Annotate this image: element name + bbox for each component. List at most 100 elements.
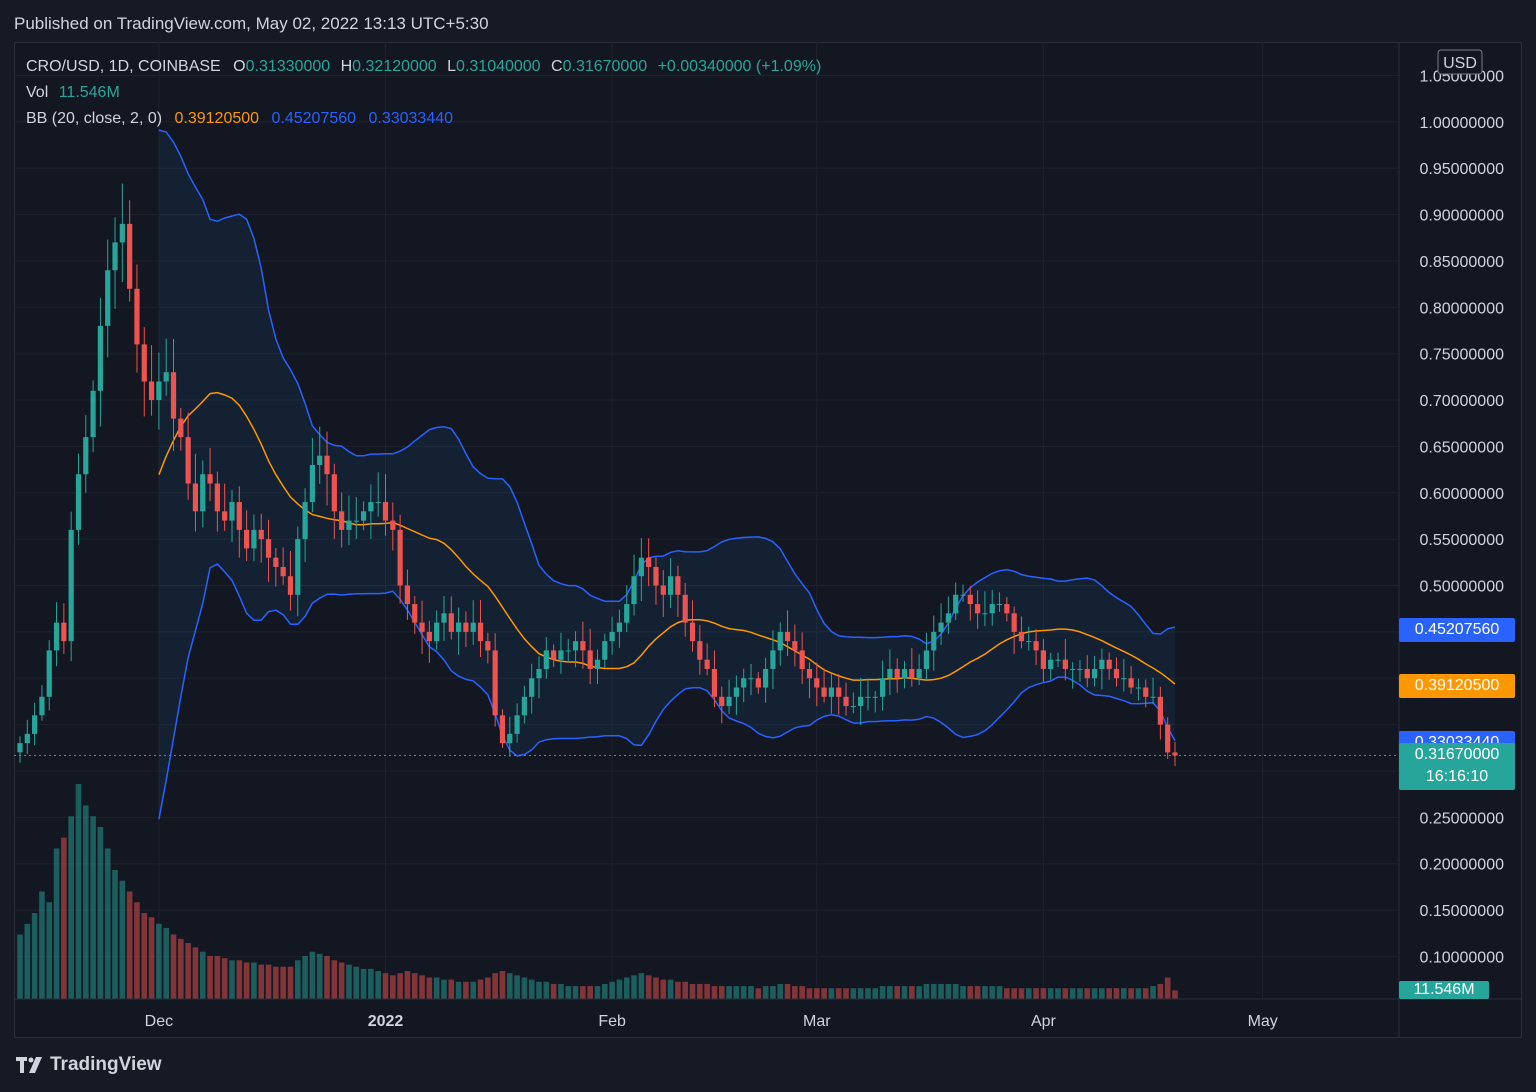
candle-body — [295, 539, 301, 595]
volume-bar — [989, 986, 996, 999]
volume-bar — [229, 960, 235, 999]
time-axis[interactable]: Dec 2022 Feb Mar Apr May — [145, 1013, 1278, 1030]
candle-body — [236, 502, 242, 530]
candle-body — [265, 539, 272, 558]
volume-bar — [243, 962, 250, 999]
volume-bar — [470, 981, 477, 999]
candle-body — [1121, 678, 1127, 680]
y-tick-label: 0.20000000 — [1419, 857, 1504, 874]
candle-body — [244, 529, 250, 549]
volume-bar — [441, 979, 447, 999]
volume-bar — [916, 986, 922, 999]
candle-body — [587, 650, 593, 669]
candle-body — [1070, 668, 1076, 670]
candle-body — [1135, 687, 1142, 689]
candle-body — [492, 650, 498, 716]
volume-bar — [631, 975, 637, 999]
volume-bar — [1128, 988, 1134, 999]
candle-body — [1055, 659, 1061, 661]
candle-body — [127, 223, 133, 289]
volume-bar — [82, 805, 89, 999]
volume-bar — [112, 870, 118, 999]
volume-bar — [61, 837, 67, 999]
volume-bar — [762, 986, 769, 999]
volume-bar — [163, 928, 169, 999]
volume-bar — [316, 953, 323, 999]
volume-bar — [455, 981, 462, 999]
candle-body — [258, 529, 264, 540]
price-axis[interactable]: 1.050000001.000000000.950000000.90000000… — [1419, 69, 1504, 967]
volume-bar — [894, 986, 900, 999]
volume-bar — [660, 979, 667, 999]
volume-bar — [565, 986, 572, 999]
volume-bar — [1077, 988, 1083, 999]
candle-body — [302, 502, 308, 540]
candle-body — [368, 502, 374, 512]
candle-body — [382, 502, 389, 521]
y-tick-label: 0.95000000 — [1419, 161, 1504, 178]
volume-bar — [17, 934, 23, 999]
volume-bar — [1135, 988, 1142, 999]
volume-bar — [1047, 988, 1054, 999]
volume-bar — [499, 971, 506, 999]
candle-body — [741, 678, 747, 688]
candle-body — [792, 641, 798, 651]
candle-body — [763, 668, 769, 688]
volume-bar — [901, 986, 908, 999]
volume-bar — [506, 973, 513, 999]
candle-body — [594, 659, 601, 669]
volume-bar — [996, 986, 1003, 999]
bb-label[interactable]: BB (20, close, 2, 0) — [26, 110, 163, 127]
published-caption: Published on TradingView.com, May 02, 20… — [14, 14, 489, 33]
volume-value: 11.546M — [58, 84, 120, 101]
candle-body — [485, 641, 491, 651]
volume-bar — [346, 964, 352, 999]
volume-bar — [302, 956, 308, 999]
ohlc-row: CRO/USD, 1D, COINBASE O0.31330000 H0.321… — [26, 54, 821, 80]
volume-bars — [17, 784, 1178, 999]
candles — [17, 183, 1178, 767]
candle-body — [1099, 659, 1105, 669]
candle-body — [996, 604, 1003, 606]
volume-bar — [667, 979, 674, 999]
volume-bar — [411, 973, 418, 999]
candle-body — [346, 520, 352, 530]
volume-bar — [974, 986, 981, 999]
candle-body — [251, 529, 257, 549]
volume-bar — [843, 988, 849, 999]
y-tick-label: 0.25000000 — [1419, 810, 1504, 827]
candle-body — [1172, 752, 1178, 756]
volume-bar — [24, 923, 31, 999]
open-value: 0.31330000 — [245, 58, 331, 75]
candle-body — [887, 668, 893, 679]
price-chart[interactable]: 1.050000001.000000000.950000000.90000000… — [14, 42, 1522, 1038]
volume-bar — [463, 981, 469, 999]
volume-bar — [185, 943, 191, 999]
currency-badge[interactable]: USD — [1437, 49, 1483, 75]
volume-bar — [835, 988, 842, 999]
candle-body — [170, 372, 177, 419]
candle-body — [470, 622, 476, 632]
symbol-label[interactable]: CRO/USD, 1D, COINBASE — [26, 58, 221, 75]
candle-body — [704, 659, 710, 669]
candle-body — [858, 696, 864, 707]
volume-bar — [433, 977, 440, 999]
volume-bar — [294, 960, 301, 999]
candle-body — [938, 622, 944, 632]
footer-brand[interactable]: TradingView — [16, 1054, 162, 1076]
volume-bar — [909, 986, 915, 999]
volume-bar — [521, 977, 528, 999]
volume-bar — [711, 986, 718, 999]
candle-body — [17, 743, 23, 753]
candle-body — [434, 622, 440, 642]
candle-body — [916, 668, 922, 679]
candle-body — [192, 483, 199, 512]
volume-bar — [353, 966, 360, 999]
volume-bar — [1084, 988, 1091, 999]
candle-body — [287, 576, 294, 595]
volume-bar — [872, 988, 879, 999]
candle-body — [967, 594, 973, 605]
volume-label[interactable]: Vol — [26, 84, 49, 101]
volume-bar — [887, 986, 893, 999]
low-value: 0.31040000 — [456, 58, 541, 75]
